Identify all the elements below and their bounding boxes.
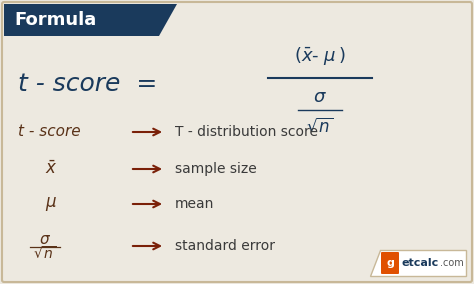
Text: mean: mean bbox=[175, 197, 214, 211]
Text: $\mu$: $\mu$ bbox=[45, 195, 57, 213]
Polygon shape bbox=[159, 4, 177, 36]
Text: $\sigma$: $\sigma$ bbox=[39, 233, 51, 247]
FancyBboxPatch shape bbox=[381, 252, 399, 274]
Text: t - score: t - score bbox=[18, 124, 81, 139]
Text: standard error: standard error bbox=[175, 239, 275, 253]
Polygon shape bbox=[370, 250, 466, 276]
Text: $(\bar{x}$- $\mu\,)$: $(\bar{x}$- $\mu\,)$ bbox=[294, 45, 346, 67]
Text: g: g bbox=[386, 258, 394, 268]
Text: T - distribution score: T - distribution score bbox=[175, 125, 318, 139]
Text: $\bar{x}$: $\bar{x}$ bbox=[45, 160, 57, 178]
Text: $\sigma$: $\sigma$ bbox=[313, 88, 327, 106]
Text: sample size: sample size bbox=[175, 162, 257, 176]
Bar bbox=[4, 4, 159, 36]
Text: Formula: Formula bbox=[14, 11, 96, 29]
Text: etcalc: etcalc bbox=[402, 258, 439, 268]
FancyBboxPatch shape bbox=[2, 2, 472, 282]
Text: $\sqrt{n}$: $\sqrt{n}$ bbox=[34, 246, 56, 262]
Text: t - score  =: t - score = bbox=[18, 72, 157, 96]
Text: .com: .com bbox=[440, 258, 464, 268]
Text: $\sqrt{n}$: $\sqrt{n}$ bbox=[306, 117, 334, 135]
